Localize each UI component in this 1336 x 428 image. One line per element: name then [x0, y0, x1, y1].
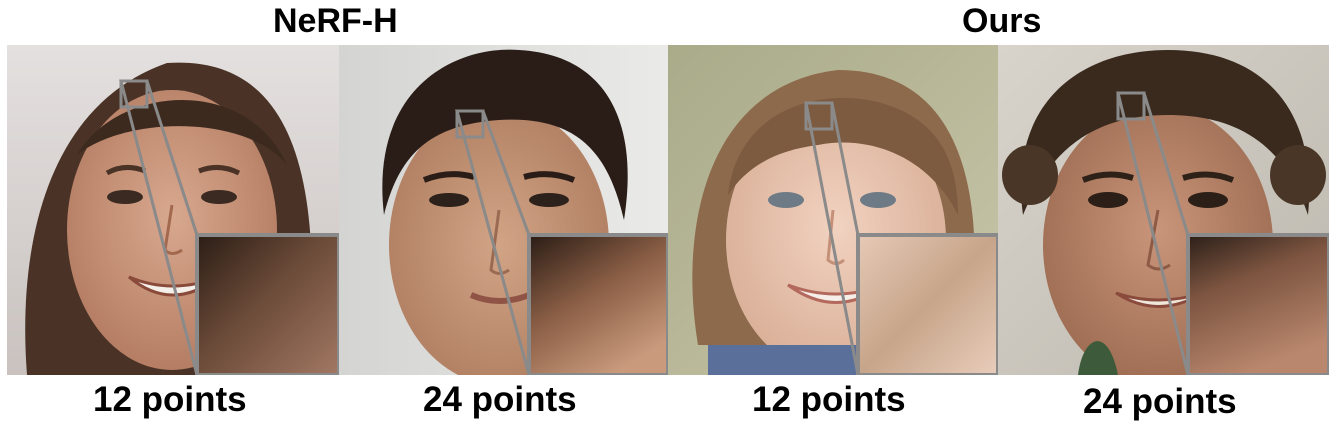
method-title-ours: Ours [962, 2, 1042, 40]
face-panel-1 [7, 45, 339, 375]
face-panel-3 [668, 45, 998, 375]
zoom-inset-1 [195, 233, 339, 375]
zoom-inset-2 [527, 233, 668, 375]
zoom-source-box-4 [1116, 91, 1146, 121]
panel-caption-3: 12 points [752, 380, 906, 419]
zoom-source-box-3 [804, 101, 834, 131]
method-title-nerf-h: NeRF-H [273, 2, 398, 40]
zoom-inset-3 [856, 233, 998, 375]
zoom-source-box-2 [455, 109, 485, 139]
face-panel-2 [339, 45, 668, 375]
face-image-3 [668, 45, 998, 375]
zoom-source-box-1 [119, 79, 149, 109]
face-image-1 [7, 45, 339, 375]
face-panel-4 [998, 45, 1329, 375]
panel-caption-1: 12 points [93, 380, 247, 419]
panel-caption-2: 24 points [423, 380, 577, 419]
panel-caption-4: 24 points [1083, 382, 1237, 421]
zoom-inset-4 [1186, 233, 1329, 375]
face-image-2 [339, 45, 668, 375]
face-image-4 [998, 45, 1329, 375]
